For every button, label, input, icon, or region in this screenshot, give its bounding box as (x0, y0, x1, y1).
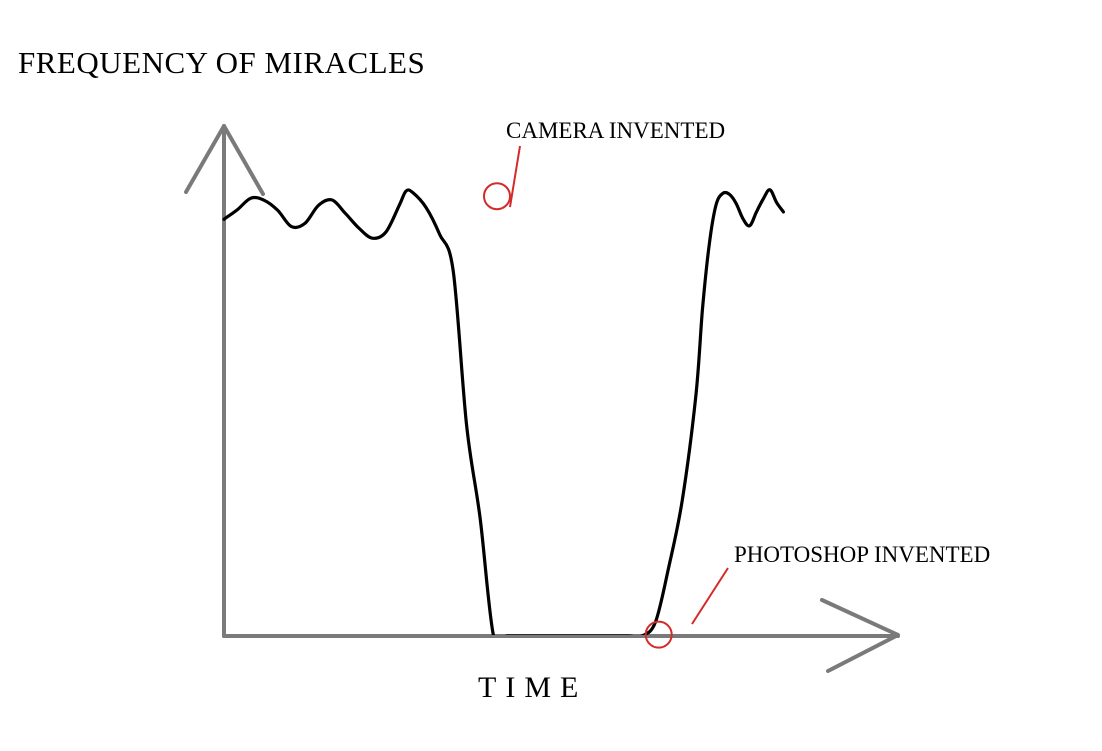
annotation-layer: CAMERA INVENTED PHOTOSHOP INVENTED (483, 118, 990, 649)
axes (184, 124, 900, 673)
x-axis-label: TIME (478, 671, 587, 704)
y-axis-label: FREQUENCY OF MIRACLES (18, 45, 425, 80)
annotation-label: CAMERA INVENTED (506, 118, 725, 143)
series-line-0 (222, 188, 785, 635)
annotation-label: PHOTOSHOP INVENTED (734, 542, 990, 567)
x-axis-arrowhead (820, 598, 900, 673)
y-axis-arrowhead (184, 124, 265, 196)
annotation-leader-line (691, 567, 729, 625)
series-layer (222, 188, 785, 635)
annotation-circle (644, 620, 673, 649)
annotation-leader-line (509, 145, 521, 208)
annotation-circle (483, 182, 511, 211)
